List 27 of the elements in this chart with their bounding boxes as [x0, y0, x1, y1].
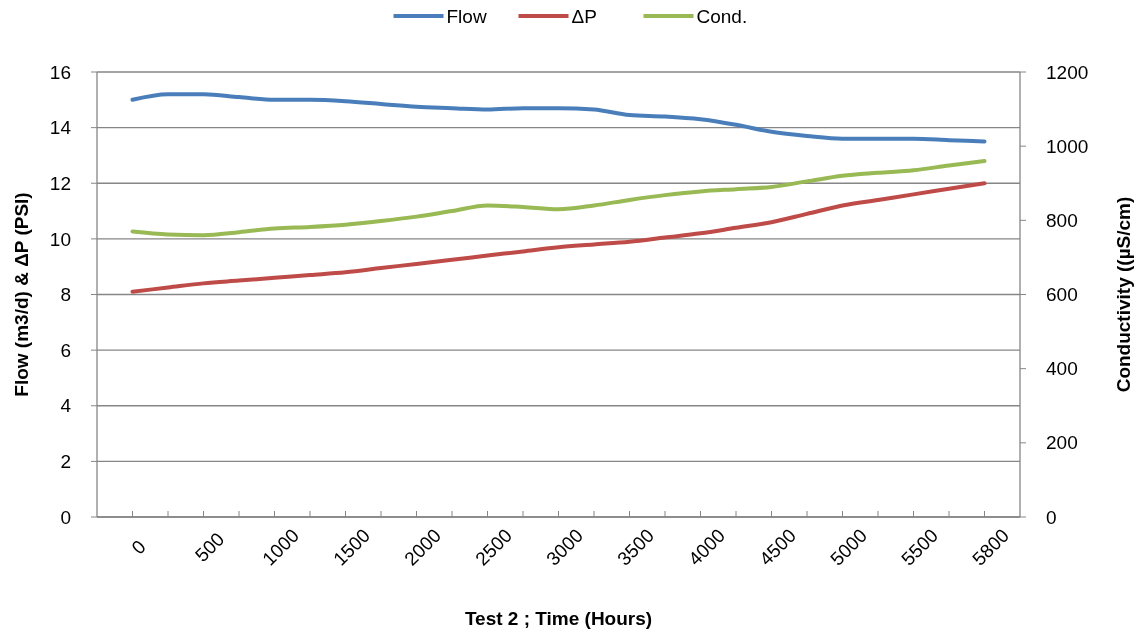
y2-axis-title: Conductivity ((µS/cm) [1113, 196, 1134, 393]
x-tick-label: 0 [127, 535, 150, 559]
y-tick-label: 10 [49, 228, 71, 250]
y2-tick-label: 800 [1046, 209, 1078, 231]
line-series [130, 92, 987, 144]
legend-label: Cond. [696, 5, 748, 27]
x-tick-label: 500 [190, 528, 229, 566]
y-tick-label: 0 [60, 506, 71, 528]
y2-tick-label: 0 [1046, 506, 1057, 528]
y2-tick-label: 400 [1046, 358, 1078, 380]
y-tick-label: 6 [60, 339, 71, 361]
y2-tick-label: 1200 [1046, 61, 1089, 83]
y2-tick-label: 1000 [1046, 135, 1089, 157]
legend-label: Flow [446, 5, 487, 27]
y-tick-label: 4 [60, 395, 72, 417]
y-tick-label: 14 [49, 117, 72, 139]
y-tick-label: 16 [49, 61, 71, 83]
y-axis-title: Flow (m3/d) & ΔP (PSI) [11, 192, 32, 397]
line-series [130, 159, 987, 238]
x-axis-title: Test 2 ; Time (Hours) [464, 608, 653, 629]
y-tick-label: 8 [60, 284, 71, 306]
y-tick-label: 12 [49, 172, 71, 194]
legend-label: ΔP [571, 5, 597, 27]
y-tick-label: 2 [60, 451, 71, 473]
line-series [130, 181, 987, 294]
y2-tick-label: 200 [1046, 432, 1078, 454]
y2-tick-label: 600 [1046, 284, 1078, 306]
